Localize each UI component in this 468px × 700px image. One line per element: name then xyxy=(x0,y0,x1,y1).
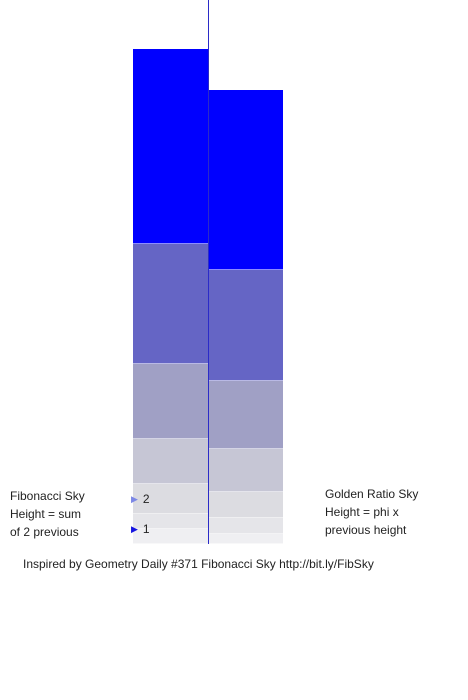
fibonacci-band-2 xyxy=(133,514,208,529)
golden-band-3 xyxy=(208,491,283,518)
marker-label: 2 xyxy=(142,492,150,506)
marker-1: ▶ 1 xyxy=(131,522,150,536)
golden-ratio-sky-caption: Golden Ratio Sky Height = phi x previous… xyxy=(325,485,455,539)
fibonacci-rule-line1: Height = sum xyxy=(10,507,82,521)
golden-rule-line2: previous height xyxy=(325,523,407,537)
fibonacci-band-5 xyxy=(133,364,208,439)
golden-band-6 xyxy=(208,269,283,381)
golden-title: Golden Ratio Sky xyxy=(325,487,419,501)
credit-line: Inspired by Geometry Daily #371 Fibonacc… xyxy=(23,557,374,571)
fibonacci-band-1 xyxy=(133,529,208,544)
fibonacci-band-7 xyxy=(133,49,208,244)
fibonacci-band-4 xyxy=(133,439,208,484)
marker-2: ▶ 2 xyxy=(131,492,150,506)
triangle-marker-icon: ▶ xyxy=(131,524,138,534)
golden-ratio-sky-column xyxy=(208,0,283,544)
fibonacci-title: Fibonacci Sky xyxy=(10,489,85,503)
fibonacci-sky-column xyxy=(133,0,208,544)
golden-rule-line1: Height = phi x xyxy=(325,505,399,519)
golden-band-1 xyxy=(208,534,283,544)
golden-band-7 xyxy=(208,90,283,270)
golden-band-4 xyxy=(208,449,283,492)
triangle-marker-icon: ▶ xyxy=(131,494,138,504)
fibonacci-rule-line2: of 2 previous xyxy=(10,525,79,539)
fibonacci-sky-caption: Fibonacci Sky Height = sum of 2 previous xyxy=(10,487,122,541)
fibonacci-band-6 xyxy=(133,244,208,364)
fibonacci-band-3 xyxy=(133,484,208,514)
column-divider xyxy=(208,0,209,544)
golden-band-5 xyxy=(208,380,283,450)
marker-label: 1 xyxy=(142,522,150,536)
golden-band-2 xyxy=(208,517,283,534)
